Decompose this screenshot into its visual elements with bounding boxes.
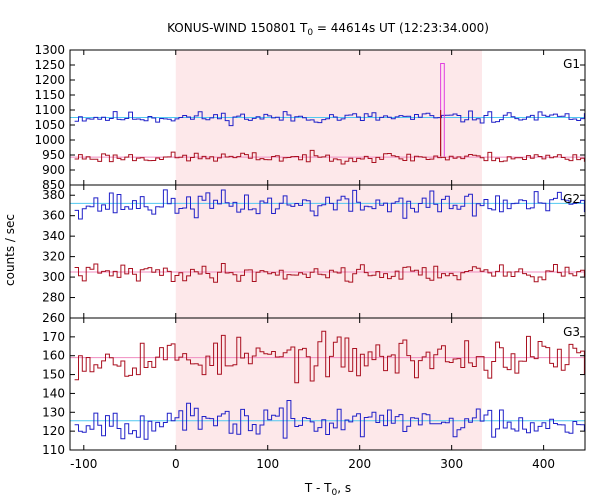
x-tick-label: 400 [532, 457, 555, 471]
x-tick-label: -100 [70, 457, 97, 471]
panel-g3: 110 120 130 140 150 160 170 G3 [42, 317, 586, 457]
panel-frame [69, 317, 586, 451]
y-tick-label: 850 [42, 178, 65, 192]
y-tick-label: 120 [42, 424, 65, 438]
y-tick-label: 900 [42, 163, 65, 177]
y-tick-label: 1300 [34, 43, 65, 57]
y-tick-label: 280 [42, 291, 65, 305]
y-axis-label: counts / sec [3, 214, 17, 286]
y-tick-label: 1200 [34, 73, 65, 87]
highlight-band [175, 318, 483, 450]
x-tick-label: 0 [172, 457, 180, 471]
y-tick-label: 260 [42, 311, 65, 325]
data-series [74, 110, 585, 127]
data-series [74, 189, 585, 220]
y-tick-label: 300 [42, 270, 65, 284]
chart-title: KONUS-WIND 150801 T0 = 44614s UT (12:23:… [167, 21, 489, 38]
panel-g2: 260 280 300 320 340 360 380 G2 [42, 184, 586, 325]
x-axis-label: T - T0, s [304, 481, 351, 498]
y-tick-label: 140 [42, 386, 65, 400]
y-tick-label: 1250 [34, 58, 65, 72]
data-series [74, 149, 585, 165]
y-tick-label: 170 [42, 330, 65, 344]
panel-label: G3 [563, 325, 580, 339]
y-tick-label: 1000 [34, 133, 65, 147]
y-tick-label: 150 [42, 368, 65, 382]
y-tick-label: 160 [42, 349, 65, 363]
x-tick-label: 300 [440, 457, 463, 471]
y-tick-label: 340 [42, 229, 65, 243]
data-series [74, 330, 585, 384]
y-tick-label: 1150 [34, 88, 65, 102]
y-tick-label: 1050 [34, 118, 65, 132]
panel-label: G1 [563, 57, 580, 71]
y-tick-label: 950 [42, 148, 65, 162]
x-tick-label: 100 [256, 457, 279, 471]
y-tick-label: 110 [42, 443, 65, 457]
data-series [74, 400, 585, 440]
data-series [74, 263, 585, 283]
highlight-band [175, 185, 483, 318]
y-tick-label: 130 [42, 405, 65, 419]
y-tick-label: 380 [42, 188, 65, 202]
y-tick-label: 320 [42, 250, 65, 264]
plot-area: 8509009501000105011001150120012501300G12… [34, 43, 586, 471]
y-tick-label: 360 [42, 209, 65, 223]
x-tick-label: 200 [348, 457, 371, 471]
panel-label: G2 [563, 192, 580, 206]
y-tick-label: 1100 [34, 103, 65, 117]
